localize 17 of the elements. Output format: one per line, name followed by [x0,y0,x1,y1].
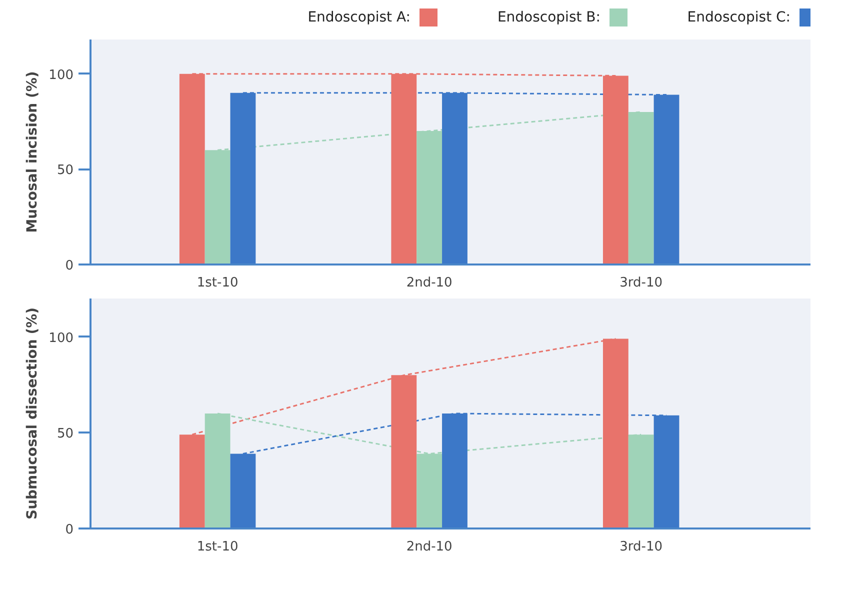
y-tick-label: 50 [56,163,74,178]
x-tick-label: 2nd-10 [406,276,452,290]
x-tick-label: 1st-10 [196,540,238,554]
y-tick-label: 100 [48,68,74,83]
x-tick-label: 3rd-10 [620,276,663,290]
y-tick-label: 0 [65,258,74,274]
x-tick-label: 1st-10 [196,276,238,290]
legend-label: Endoscopist B: [497,10,601,26]
x-tick-label: 2nd-10 [406,540,452,554]
x-tick-label: 3rd-10 [620,540,663,554]
y-axis-title: Submucosal dissection (%) [24,307,41,520]
y-tick-label: 100 [48,330,74,346]
legend-label: Endoscopist C: [687,10,791,26]
y-axis-title: Mucosal incision (%) [24,71,41,233]
y-tick-label: 50 [56,426,74,442]
legend-label: Endoscopist A: [308,10,411,26]
y-tick-label: 0 [65,522,74,538]
